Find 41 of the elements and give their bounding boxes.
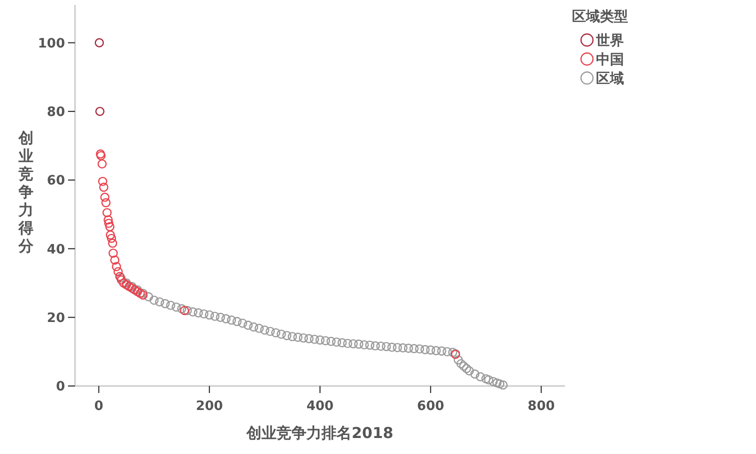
point: [95, 106, 104, 116]
point: [110, 255, 120, 265]
legend-label: 中国: [596, 52, 624, 68]
point: [119, 278, 128, 288]
point: [108, 248, 118, 258]
y-tick-label: 0: [56, 380, 65, 395]
point: [130, 285, 140, 294]
point: [180, 306, 190, 316]
legend-label: 世界: [595, 32, 624, 49]
x-tick-label: 0: [94, 399, 104, 414]
point: [98, 176, 108, 186]
point: [116, 275, 126, 285]
x-tick-label: 400: [306, 399, 334, 414]
y-axis-title: 创业竞争力得分: [18, 129, 34, 255]
point: [106, 234, 116, 243]
point: [104, 215, 113, 224]
point: [105, 222, 114, 232]
point: [106, 230, 115, 240]
x-tick-label: 800: [528, 399, 555, 414]
legend-title: 区域类型: [572, 9, 628, 25]
y-tick-label: 20: [46, 310, 65, 326]
point: [104, 218, 114, 228]
point: [108, 238, 118, 248]
point: [101, 198, 111, 208]
point: [124, 282, 134, 292]
point: [114, 267, 123, 276]
y-tick-label: 40: [46, 242, 65, 258]
point: [94, 38, 104, 48]
point: [136, 288, 145, 298]
legend-label: 区域: [596, 70, 624, 87]
point: [102, 208, 112, 218]
x-tick-label: 600: [417, 399, 444, 414]
y-tick-label: 80: [46, 104, 65, 120]
x-tick-label: 200: [196, 399, 223, 414]
point: [98, 159, 107, 169]
y-tick-label: 100: [38, 36, 65, 52]
y-tick-label: 60: [46, 174, 65, 189]
point: [99, 182, 108, 192]
x-axis-title: 创业竞争力排名2018: [246, 424, 394, 442]
point: [112, 262, 122, 272]
point: [100, 192, 110, 202]
